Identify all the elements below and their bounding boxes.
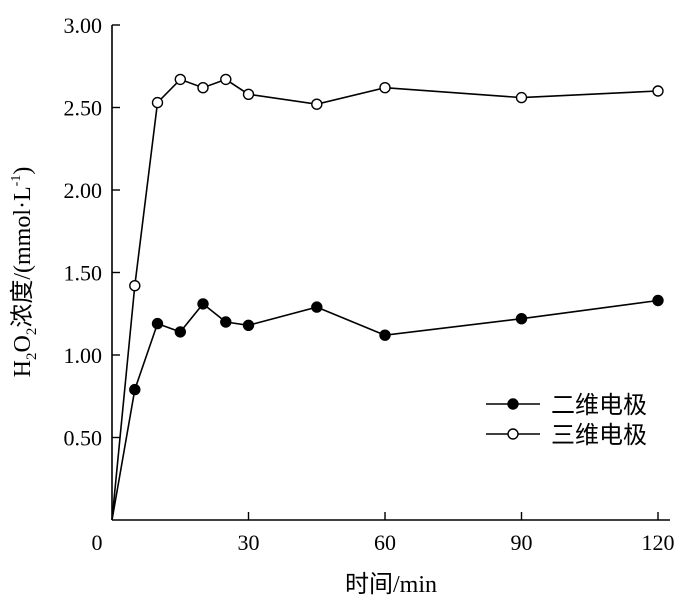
- data-point-series-2: [197, 81, 209, 94]
- x-axis-title: 时间/min: [345, 571, 437, 598]
- data-point-series-2: [379, 81, 391, 94]
- data-point-series-1: [129, 383, 141, 396]
- y-axis-title-text: 浓度/(mmol·L: [9, 186, 36, 327]
- legend-marker-3d: [507, 428, 519, 440]
- data-point-series-1: [379, 329, 391, 341]
- data-point-series-2: [151, 96, 164, 109]
- legend-label-3d: 三维电极: [551, 421, 647, 449]
- data-point-series-2: [129, 280, 141, 292]
- y-tick-label: 2.00: [64, 178, 103, 203]
- y-tick-label: 0.50: [64, 426, 103, 451]
- y-axis-title-o: O: [10, 335, 36, 352]
- x-tick-label: 90: [511, 530, 533, 555]
- x-tick-label: 60: [374, 530, 396, 555]
- y-tick-label: 1.50: [64, 261, 103, 286]
- data-point-series-1: [652, 294, 664, 307]
- data-point-series-2: [311, 98, 323, 110]
- series-line-2: [111, 78, 659, 521]
- legend-marker-2d: [507, 398, 519, 410]
- x-tick-label: 120: [642, 530, 675, 555]
- x-tick-label: 30: [238, 530, 260, 555]
- y-axis-title-sup: -1: [9, 175, 24, 187]
- data-point-series-1: [220, 316, 232, 328]
- x-ticks: 0 30 60 90 120: [92, 512, 675, 555]
- y-tick-label: 1.00: [64, 343, 103, 368]
- x-tick-label: 0: [92, 530, 103, 555]
- y-axis-title-sub1: 2: [24, 353, 40, 361]
- legend-item-2d: 二维电极: [486, 391, 647, 419]
- y-tick-label: 3.00: [64, 13, 103, 38]
- data-point-series-1: [242, 319, 255, 331]
- y-axis-title-h: H: [10, 360, 36, 377]
- data-point-series-2: [220, 73, 232, 86]
- data-point-series-1: [151, 317, 164, 330]
- legend-item-3d: 三维电极: [486, 421, 647, 449]
- y-tick-label: 2.50: [64, 96, 103, 121]
- y-axis-title: H2O2浓度/(mmol·L-1): [9, 167, 40, 378]
- y-axis-title-suffix: ): [10, 167, 36, 175]
- data-point-series-1: [174, 326, 187, 338]
- plot-area: [111, 73, 664, 521]
- data-point-series-1: [311, 301, 323, 313]
- y-ticks: 0.50 1.00 1.50 2.00 2.50 3.00: [64, 13, 120, 451]
- data-point-series-1: [197, 298, 209, 310]
- data-point-series-2: [515, 91, 528, 104]
- data-point-series-2: [652, 85, 664, 97]
- data-point-series-2: [242, 88, 255, 101]
- data-point-series-1: [515, 313, 528, 325]
- legend: 二维电极 三维电极: [486, 391, 647, 449]
- y-axis-title-sub2: 2: [24, 328, 40, 336]
- data-point-series-2: [174, 73, 187, 86]
- legend-label-2d: 二维电极: [551, 391, 647, 419]
